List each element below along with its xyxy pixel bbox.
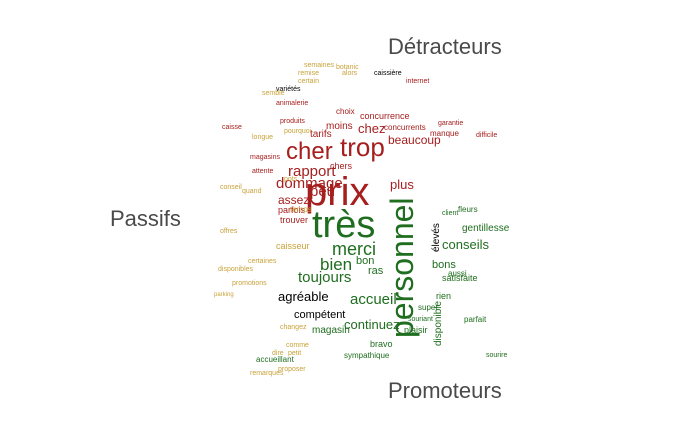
word-semble: semble xyxy=(262,90,285,97)
word-manque: manque xyxy=(430,129,459,138)
word-caisse: caisse xyxy=(222,124,242,131)
word-concurrence: concurrence xyxy=(360,111,410,121)
word-parking: parking xyxy=(214,292,234,298)
word-agreable: agréable xyxy=(278,289,329,304)
word-alors: alors xyxy=(342,70,358,77)
word-conseil: conseil xyxy=(220,184,242,191)
word-dommage: dommage xyxy=(276,175,343,192)
word-proposer: proposer xyxy=(278,366,306,373)
word-cloud: prix trop cher rapport dommage peu chez … xyxy=(180,48,512,388)
word-plus: plus xyxy=(390,177,414,192)
word-chez: chez xyxy=(358,121,386,136)
category-label-passifs: Passifs xyxy=(110,206,181,231)
word-competent: compétent xyxy=(294,309,346,321)
word-client: client xyxy=(442,210,459,217)
word-choix: choix xyxy=(336,107,355,116)
word-certain: certain xyxy=(298,78,320,85)
word-magasin: magasin xyxy=(312,325,350,336)
word-remise: remise xyxy=(298,70,320,77)
word-parfois: parfois xyxy=(278,205,306,215)
word-pourquoi: pourquoi xyxy=(284,128,312,135)
word-dire: dire xyxy=(272,350,284,357)
word-ras: ras xyxy=(368,265,384,277)
word-toujours: toujours xyxy=(298,269,352,286)
word-disponibles: disponibles xyxy=(218,266,254,273)
word-parfait: parfait xyxy=(464,315,487,324)
word-concurrents: concurrents xyxy=(384,123,426,132)
word-certaines: certaines xyxy=(248,258,277,265)
word-bien: bien xyxy=(320,255,353,274)
word-temps: temps xyxy=(290,205,312,214)
word-botanic: botanic xyxy=(336,64,359,71)
word-super: super xyxy=(418,303,439,312)
word-rien: rien xyxy=(436,291,452,301)
word-caissiere: caissière xyxy=(374,70,402,77)
word-accueillant: accueillant xyxy=(256,355,294,364)
word-attente: attente xyxy=(252,168,274,175)
word-varietes: variétés xyxy=(276,86,301,93)
word-plaisir: plaisir xyxy=(404,325,428,335)
word-quand: quand xyxy=(242,188,262,195)
word-promotions: promotions xyxy=(232,280,267,287)
word-bons: bons xyxy=(432,259,456,271)
word-conseils: conseils xyxy=(442,237,489,252)
word-bon: bon xyxy=(356,255,375,267)
word-animalerie: animalerie xyxy=(276,100,309,107)
word-semaines: semaines xyxy=(304,62,334,69)
word-rapport: rapport xyxy=(288,163,336,180)
word-produits: produits xyxy=(280,118,305,125)
word-souriant: souriant xyxy=(408,316,433,323)
word-assez: assez xyxy=(278,193,310,207)
word-internet: internet xyxy=(406,78,430,85)
category-label-detracteurs: Détracteurs xyxy=(388,34,502,59)
word-tres: très xyxy=(312,204,376,246)
word-trop: trop xyxy=(340,132,385,162)
word-continuez: continuez xyxy=(344,317,400,332)
word-prix: prix xyxy=(305,170,370,214)
word-cher: cher xyxy=(286,138,333,165)
word-beaucoup: beaucoup xyxy=(388,133,441,147)
word-changez: changez xyxy=(280,324,307,331)
word-longue: longue xyxy=(252,134,274,141)
word-caisseur: caisseur xyxy=(276,241,310,251)
word-peu: peu xyxy=(310,183,336,200)
word-moins: moins xyxy=(326,121,353,132)
word-sourire: sourire xyxy=(486,352,508,359)
word-tarifs: tarifs xyxy=(310,129,332,140)
word-fleurs: fleurs xyxy=(458,205,478,214)
word-satisfaite: satisfaite xyxy=(442,273,478,283)
word-eleves: élevés xyxy=(431,223,442,252)
word-offres: offres xyxy=(220,228,238,235)
word-bravo: bravo xyxy=(370,339,393,349)
word-aussi: aussi xyxy=(448,269,467,278)
word-remarques: remarques xyxy=(250,370,284,377)
word-gentillesse: gentillesse xyxy=(462,223,510,234)
word-chers: chers xyxy=(330,161,353,171)
word-comme: comme xyxy=(286,342,309,349)
word-petit: petit xyxy=(288,350,302,357)
word-magasins: magasins xyxy=(250,154,280,161)
word-trouver: trouver xyxy=(280,215,309,225)
word-merci: merci xyxy=(332,239,376,259)
word-garantie: garantie xyxy=(438,120,464,127)
word-pots: pots xyxy=(284,176,298,183)
category-label-promoteurs: Promoteurs xyxy=(388,378,502,403)
word-difficile: difficile xyxy=(476,132,498,139)
word-accueil: accueil xyxy=(350,291,397,308)
word-sympathique: sympathique xyxy=(344,351,390,360)
